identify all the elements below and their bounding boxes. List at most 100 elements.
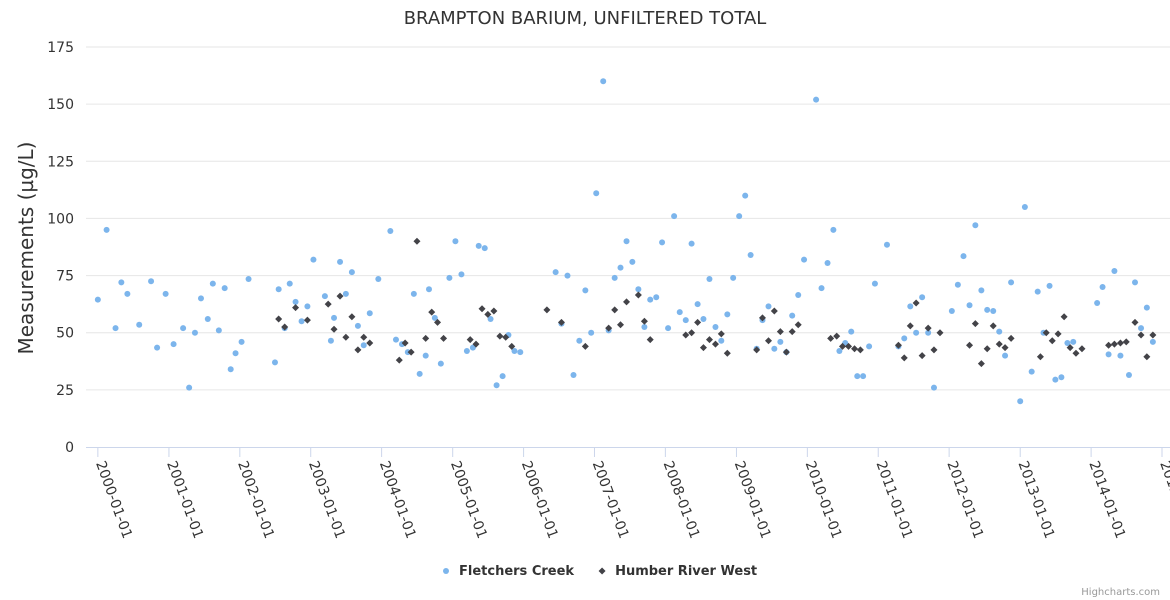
data-point[interactable] xyxy=(197,295,204,302)
data-point[interactable] xyxy=(581,342,589,350)
data-point[interactable] xyxy=(900,354,908,362)
data-point[interactable] xyxy=(978,287,985,294)
data-point[interactable] xyxy=(331,314,338,321)
data-point[interactable] xyxy=(1002,352,1009,359)
data-point[interactable] xyxy=(901,335,908,342)
data-point[interactable] xyxy=(919,294,926,301)
data-point[interactable] xyxy=(1064,340,1071,346)
data-point[interactable] xyxy=(170,341,177,348)
data-point[interactable] xyxy=(640,317,648,325)
data-point[interactable] xyxy=(629,258,636,265)
data-point[interactable] xyxy=(281,323,289,331)
data-point[interactable] xyxy=(700,316,707,322)
data-point[interactable] xyxy=(292,304,300,312)
data-point[interactable] xyxy=(118,279,125,286)
data-point[interactable] xyxy=(717,330,725,338)
data-point[interactable] xyxy=(428,308,436,316)
data-point[interactable] xyxy=(682,317,689,324)
data-point[interactable] xyxy=(789,312,796,319)
data-point[interactable] xyxy=(304,303,311,310)
data-point[interactable] xyxy=(275,315,283,323)
data-point[interactable] xyxy=(1111,268,1118,274)
data-point[interactable] xyxy=(960,253,967,260)
data-point[interactable] xyxy=(866,343,873,350)
data-point[interactable] xyxy=(204,316,211,322)
data-point[interactable] xyxy=(154,344,161,351)
data-point[interactable] xyxy=(1137,331,1145,339)
data-point[interactable] xyxy=(777,338,784,345)
legend-item[interactable]: Fletchers Creek xyxy=(443,564,574,579)
data-point[interactable] xyxy=(1028,368,1035,375)
data-point[interactable] xyxy=(856,346,864,354)
data-point[interactable] xyxy=(387,228,394,234)
data-point[interactable] xyxy=(564,272,571,279)
data-point[interactable] xyxy=(966,302,973,309)
data-point[interactable] xyxy=(475,242,482,249)
data-point[interactable] xyxy=(366,339,374,347)
data-point[interactable] xyxy=(788,328,796,336)
data-point[interactable] xyxy=(771,345,778,352)
data-point[interactable] xyxy=(1122,338,1130,346)
data-point[interactable] xyxy=(827,334,835,342)
data-point[interactable] xyxy=(1052,376,1059,383)
data-point[interactable] xyxy=(425,286,432,293)
data-point[interactable] xyxy=(1048,337,1056,345)
data-point[interactable] xyxy=(446,274,453,281)
data-point[interactable] xyxy=(321,293,328,300)
data-point[interactable] xyxy=(742,192,749,199)
data-point[interactable] xyxy=(570,372,577,378)
data-point[interactable] xyxy=(1131,318,1139,326)
data-point[interactable] xyxy=(1042,329,1050,337)
data-point[interactable] xyxy=(818,285,825,292)
data-point[interactable] xyxy=(543,306,551,314)
data-point[interactable] xyxy=(623,298,631,306)
data-point[interactable] xyxy=(1054,330,1062,338)
data-point[interactable] xyxy=(688,240,695,247)
data-point[interactable] xyxy=(458,271,465,278)
data-point[interactable] xyxy=(508,342,516,350)
data-point[interactable] xyxy=(635,286,642,293)
data-point[interactable] xyxy=(348,313,356,321)
data-point[interactable] xyxy=(984,306,991,313)
data-point[interactable] xyxy=(646,336,654,344)
data-point[interactable] xyxy=(582,287,589,294)
data-point[interactable] xyxy=(466,336,474,344)
data-point[interactable] xyxy=(348,269,355,276)
data-point[interactable] xyxy=(136,321,143,328)
data-point[interactable] xyxy=(972,222,979,229)
data-point[interactable] xyxy=(413,237,421,245)
data-point[interactable] xyxy=(854,373,861,380)
data-point[interactable] xyxy=(824,260,831,266)
data-point[interactable] xyxy=(758,314,766,322)
data-point[interactable] xyxy=(557,318,565,326)
data-point[interactable] xyxy=(747,252,754,258)
data-point[interactable] xyxy=(1008,279,1015,286)
data-point[interactable] xyxy=(851,345,859,353)
data-point[interactable] xyxy=(712,324,719,330)
data-point[interactable] xyxy=(511,348,518,354)
data-point[interactable] xyxy=(245,276,252,282)
data-point[interactable] xyxy=(221,285,228,292)
data-point[interactable] xyxy=(1143,353,1151,361)
data-point[interactable] xyxy=(469,344,476,351)
data-point[interactable] xyxy=(186,384,193,391)
data-point[interactable] xyxy=(360,333,368,341)
data-point[interactable] xyxy=(416,370,423,377)
data-point[interactable] xyxy=(845,342,853,350)
data-point[interactable] xyxy=(730,274,737,281)
data-point[interactable] xyxy=(605,324,613,332)
data-point[interactable] xyxy=(452,238,459,245)
data-point[interactable] xyxy=(191,329,198,336)
data-point[interactable] xyxy=(336,292,344,300)
data-point[interactable] xyxy=(1060,313,1068,321)
data-point[interactable] xyxy=(1117,352,1124,359)
data-point[interactable] xyxy=(1099,284,1106,290)
data-point[interactable] xyxy=(401,339,409,347)
data-point[interactable] xyxy=(148,278,155,285)
data-point[interactable] xyxy=(103,226,110,233)
data-point[interactable] xyxy=(688,329,696,337)
data-point[interactable] xyxy=(1149,331,1157,339)
data-point[interactable] xyxy=(705,336,713,344)
data-point[interactable] xyxy=(303,316,311,324)
data-point[interactable] xyxy=(894,341,902,349)
